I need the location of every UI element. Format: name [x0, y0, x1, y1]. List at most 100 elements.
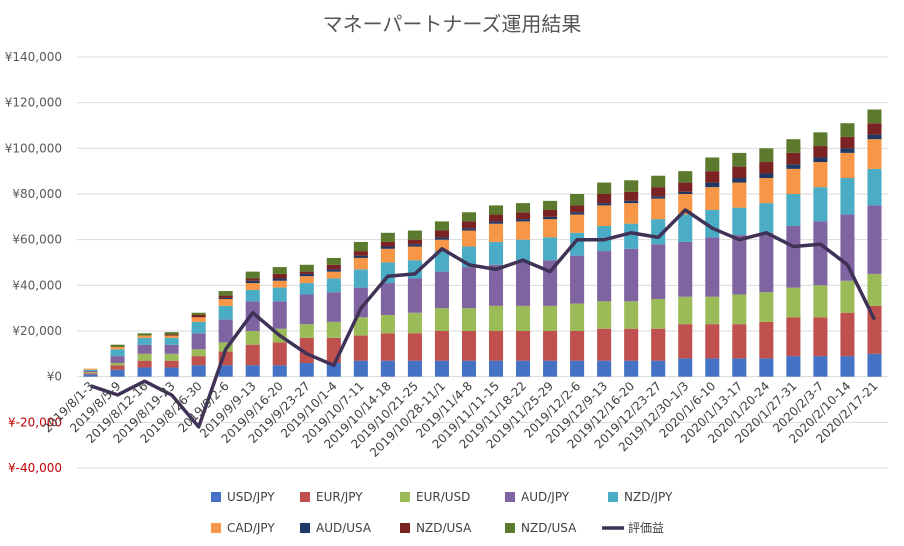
bar-segment — [110, 344, 125, 347]
bar-segment — [353, 251, 368, 256]
bar-segment — [218, 295, 233, 298]
bar-segment — [624, 203, 639, 224]
bar-segment — [83, 369, 98, 371]
bar-segment — [191, 333, 206, 350]
legend-item: AUD/USA — [300, 521, 372, 535]
y-tick-label: ¥-20,000 — [8, 415, 62, 429]
bar-segment — [867, 353, 882, 377]
bar-segment — [570, 212, 585, 215]
bar-segment — [218, 291, 233, 296]
line-evaluation — [89, 208, 877, 429]
legend-swatch — [300, 492, 310, 502]
bar-segment — [732, 235, 747, 295]
bar-segment — [624, 328, 639, 361]
bar-segment — [326, 257, 341, 265]
y-tick-label: ¥20,000 — [12, 324, 62, 338]
bar-segment — [840, 280, 855, 313]
bar-segment — [488, 305, 504, 331]
bar-segment — [705, 358, 720, 377]
bar-segment — [759, 321, 774, 359]
x-axis: 2019/8/1-32019/8/5-92019/8/12-162019/8/1… — [40, 379, 880, 460]
bar-segment — [516, 360, 531, 377]
bar-segment — [488, 264, 504, 306]
legend-item: EUR/USD — [400, 490, 470, 504]
gridlines — [77, 56, 888, 469]
bar-segment — [353, 287, 368, 318]
bar-segment — [543, 216, 558, 220]
bar-segment — [570, 360, 585, 377]
bar-segment — [732, 166, 747, 179]
bar-segment — [705, 187, 720, 210]
bar-segment — [164, 360, 179, 368]
bar-segment — [272, 301, 287, 329]
bar-segment — [678, 191, 693, 194]
bar-segment — [488, 214, 504, 222]
bar-segment — [110, 362, 125, 366]
bar-segment — [705, 182, 720, 188]
bar-segment — [516, 331, 531, 361]
bar-segment — [597, 203, 612, 206]
bar-segment — [299, 264, 314, 272]
bar-segment — [570, 194, 585, 206]
bar-segment — [110, 369, 125, 377]
bar-segment — [380, 333, 395, 361]
bar-segment — [191, 321, 206, 334]
legend-swatch — [400, 492, 410, 502]
bar-segment — [678, 194, 693, 215]
bar-segment — [326, 362, 341, 377]
bar-segment — [786, 164, 801, 169]
bar-segment — [759, 148, 774, 163]
bar-segment — [245, 280, 260, 284]
bar-segment — [786, 356, 801, 377]
bar-segment — [137, 344, 152, 354]
bar-segment — [218, 319, 233, 343]
line-series — [89, 208, 877, 429]
bar-segment — [83, 372, 98, 374]
legend-label: NZD/USA — [416, 521, 472, 535]
bar-segment — [651, 244, 666, 300]
bar-segment — [543, 331, 558, 361]
bar-segment — [326, 264, 341, 270]
bar-segment — [678, 182, 693, 192]
bar-segment — [867, 305, 882, 354]
legend-item: NZD/USA — [505, 521, 577, 535]
bar-segment — [678, 214, 693, 242]
bar-segment — [353, 317, 368, 336]
legend-swatch — [211, 492, 221, 502]
bar-segment — [380, 360, 395, 377]
legend-swatch — [211, 523, 221, 533]
legend-item: NZD/USA — [400, 521, 472, 535]
bar-segment — [407, 333, 422, 361]
bar-segment — [380, 248, 395, 263]
bar-segment — [624, 200, 639, 204]
legend-swatch — [608, 492, 618, 502]
bar-segment — [110, 365, 125, 370]
bar-segment — [191, 317, 206, 322]
bar-segment — [624, 360, 639, 377]
legend-label: AUD/JPY — [521, 490, 570, 504]
bar-segment — [191, 365, 206, 377]
bar-segment — [759, 358, 774, 377]
bar-segment — [732, 178, 747, 183]
bar-segment — [705, 237, 720, 297]
y-axis: ¥-40,000 ¥-20,000 ¥0 ¥20,000 ¥40,000 ¥60,000 ¥… — [5, 50, 62, 475]
bar-segment — [786, 168, 801, 194]
bar-segment — [813, 285, 828, 318]
bar-segment — [245, 289, 260, 302]
legend-item: CAD/JPY — [211, 521, 275, 535]
bar-segment — [191, 315, 206, 318]
bar-segment — [245, 331, 260, 345]
bar-segment — [705, 171, 720, 183]
bar-segment — [732, 207, 747, 236]
bar-segment — [218, 365, 233, 377]
bar-segment — [651, 299, 666, 329]
bar-segment — [651, 196, 666, 199]
bar-segment — [488, 205, 504, 215]
y-tick-label: ¥80,000 — [12, 187, 62, 201]
bar-segment — [272, 342, 287, 366]
bar-segment — [137, 337, 152, 345]
bar-segment — [624, 191, 639, 201]
bar-segment — [840, 136, 855, 149]
bar-segment — [840, 178, 855, 215]
bar-segment — [759, 232, 774, 293]
